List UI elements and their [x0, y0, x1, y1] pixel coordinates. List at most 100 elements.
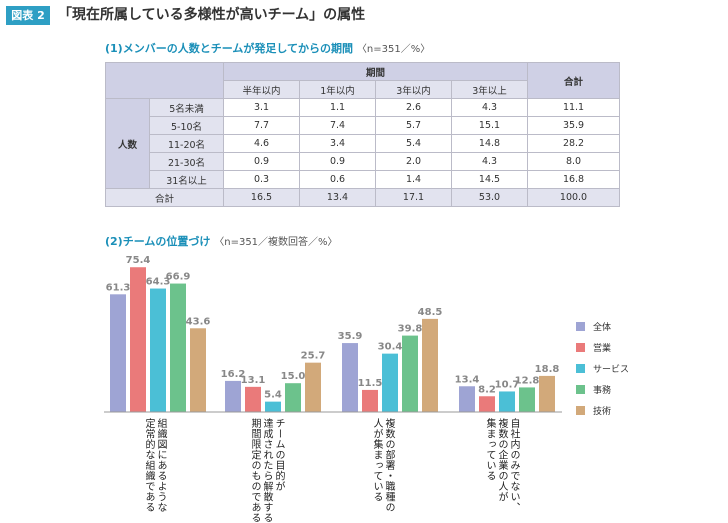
bar-技術 [422, 318, 438, 412]
table-column-header: 半年以内 [223, 80, 300, 99]
bar-営業 [479, 396, 495, 412]
category-label: 組織図にあるような 定常的な組織である [143, 418, 166, 513]
legend-swatch [576, 342, 585, 352]
bar-value-label: 8.2 [478, 384, 496, 395]
legend-item: 営業 [576, 339, 629, 355]
bar-サービス [499, 391, 515, 412]
table-row: 21-30名 0.9 0.9 2.0 4.3 8.0 [106, 152, 621, 171]
category-label: 複数の部署・職種の 人が集まっている [371, 418, 394, 513]
table-total-cell: 13.4 [299, 188, 376, 207]
section2-title: (2)チームの位置づけ 〈n=351／複数回答／%〉 [105, 233, 338, 249]
cross-table: 期間 合計 半年以内 1年以内 3年以内 3年以上 人数 5名未満 3.1 1.1 2.6 4.… [105, 62, 621, 207]
legend-item: 事務 [576, 381, 629, 397]
bar-value-label: 13.4 [455, 374, 480, 385]
bar-技術 [305, 362, 321, 412]
table-cell: 15.1 [450, 116, 529, 135]
bar-サービス [382, 353, 398, 412]
table-cell: 14.5 [450, 170, 529, 189]
bar-事務 [402, 335, 418, 412]
table-row-total: 35.9 [527, 116, 621, 135]
table-total-cell: 53.0 [450, 188, 529, 207]
bar-全体 [225, 380, 241, 412]
table-column-header: 1年以内 [299, 80, 376, 99]
table-cell: 7.4 [299, 116, 376, 135]
table-column-header: 3年以上 [450, 80, 529, 99]
bar-技術 [190, 328, 206, 412]
bar-value-label: 43.6 [186, 316, 211, 327]
bar-chart: 61.3 16.2 35.9 13.4 75.4 13.1 11.5 8.2 64.3 5.4 30… [104, 255, 562, 413]
table-total-cell: 16.5 [223, 188, 300, 207]
legend-item: サービス [576, 360, 629, 376]
table-row: 人数 5名未満 3.1 1.1 2.6 4.3 11.1 [105, 98, 621, 189]
table-cell: 2.6 [375, 98, 452, 117]
legend-label: 事務 [593, 385, 612, 396]
table-row-label: 21-30名 [149, 152, 224, 171]
bar-value-label: 66.9 [166, 272, 191, 283]
table-corner [105, 62, 224, 99]
table-row-total: 28.2 [527, 134, 621, 153]
bar-サービス [265, 401, 281, 412]
table-body: 人数 5名未満 3.1 1.1 2.6 4.3 11.1 5-10名 7.7 7.4 5.7 15.1… [105, 98, 621, 207]
bar-value-label: 10.7 [495, 379, 520, 390]
bar-営業 [362, 389, 378, 412]
bar-全体 [459, 386, 475, 412]
legend-label: 技術 [593, 406, 612, 417]
table-row: 31名以上 0.3 0.6 1.4 14.5 16.8 [106, 170, 621, 189]
bar-value-label: 13.1 [241, 375, 266, 386]
legend-item: 技術 [576, 402, 629, 418]
table-cell: 4.3 [450, 98, 529, 117]
bar-value-label: 18.8 [535, 364, 560, 375]
table-row-total: 16.8 [527, 170, 621, 189]
figure-title: 「現在所属している多様性が高いチーム」の属性 [58, 7, 366, 23]
bar-value-label: 25.7 [301, 351, 326, 362]
table-row-total: 8.0 [527, 152, 621, 171]
table-cell: 5.7 [375, 116, 452, 135]
bar-営業 [245, 386, 261, 412]
legend-swatch [576, 405, 585, 415]
table-cell: 0.9 [223, 152, 300, 171]
bar-事務 [519, 387, 535, 412]
bar-全体 [342, 343, 358, 412]
bar-事務 [285, 383, 301, 412]
table-cell: 4.6 [223, 134, 300, 153]
section2-subtitle: 〈n=351／複数回答／%〉 [214, 237, 338, 248]
table-cell: 2.0 [375, 152, 452, 171]
table-row: 11-20名 4.6 3.4 5.4 14.8 28.2 [106, 134, 621, 153]
table-total-cell: 17.1 [375, 188, 452, 207]
table-cell: 5.4 [375, 134, 452, 153]
section1-title-text: (1)メンバーの人数とチームが発足してからの期間 [105, 42, 354, 55]
bar-value-label: 11.5 [358, 378, 383, 389]
bar-value-label: 12.8 [515, 375, 540, 386]
legend-label: サービス [593, 364, 630, 375]
table-row-label: 5-10名 [149, 116, 224, 135]
category-label: 自社内のみでない、 複数の企業の人が 集まっている [484, 418, 519, 513]
legend-swatch [576, 363, 585, 373]
table-cell: 7.7 [223, 116, 300, 135]
bar-value-label: 35.9 [338, 331, 363, 342]
section2-title-text: (2)チームの位置づけ [105, 235, 211, 248]
table-total-row-label: 合計 [105, 188, 224, 207]
bar-value-label: 30.4 [378, 342, 403, 353]
bar-value-label: 61.3 [106, 282, 131, 293]
category-label: チームの目的が 達成されたら解散する 期間限定のものである [249, 418, 284, 523]
table-row: 5-10名 7.7 7.4 5.7 15.1 35.9 [106, 116, 621, 135]
table-cell: 1.1 [299, 98, 376, 117]
table-row-label: 5名未満 [149, 98, 224, 117]
table-grand-total: 100.0 [527, 188, 621, 207]
table-total-row: 合計 16.5 13.4 17.1 53.0 100.0 [105, 188, 621, 207]
chart-legend: 全体営業サービス事務技術 [576, 318, 629, 423]
bar-value-label: 48.5 [418, 307, 443, 318]
bar-value-label: 39.8 [398, 324, 423, 335]
table-column-header: 3年以内 [375, 80, 452, 99]
bar-value-label: 64.3 [146, 277, 171, 288]
table-cell: 0.3 [223, 170, 300, 189]
bar-サービス [150, 288, 166, 412]
table-cell: 0.9 [299, 152, 376, 171]
table-row-total: 11.1 [527, 98, 621, 117]
bar-value-label: 15.0 [281, 371, 306, 382]
legend-label: 全体 [593, 322, 612, 333]
legend-item: 全体 [576, 318, 629, 334]
table-row-label: 11-20名 [149, 134, 224, 153]
section1-title: (1)メンバーの人数とチームが発足してからの期間 〈n=351／%〉 [105, 40, 430, 56]
legend-swatch [576, 384, 585, 394]
